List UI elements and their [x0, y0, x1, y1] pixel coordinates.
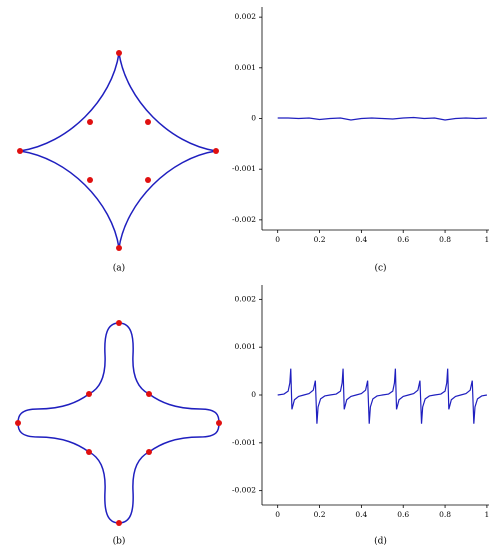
- x-tick-label: 0: [275, 510, 280, 519]
- chart: 0.002 0.001 0 -0.001 -0.002 0 0.2 0.4 0.6 0.8 1 (c): [232, 7, 489, 274]
- data-line: [277, 368, 488, 424]
- x-tick-label: 1: [485, 235, 490, 244]
- y-tick-label: 0.001: [235, 342, 256, 351]
- curve: [19, 52, 217, 249]
- x-tick-label: 0.4: [355, 235, 367, 244]
- x-tick-label: 0.4: [355, 510, 367, 519]
- y-tick-label: -0.002: [232, 486, 256, 495]
- x-tick-label: 0.8: [439, 235, 451, 244]
- y-tick-label: 0: [251, 390, 256, 399]
- curve: [17, 322, 220, 524]
- data-line: [277, 116, 487, 121]
- x-tick-label: 0.2: [314, 510, 326, 519]
- caption: (d): [374, 536, 387, 547]
- y-tick-label: -0.002: [232, 215, 256, 224]
- x-tick-label: 1: [485, 510, 490, 519]
- control-points: [15, 320, 222, 526]
- caption: (c): [374, 263, 386, 274]
- x-tick-label: 0: [275, 235, 280, 244]
- x-tick-label: 0.2: [314, 235, 326, 244]
- x-tick-label: 0.6: [397, 510, 409, 519]
- y-tick-label: -0.001: [232, 164, 256, 173]
- y-tick-label: 0.001: [235, 63, 256, 72]
- chart: 0.002 0.001 0 -0.001 -0.002 0 0.2 0.4 0.6 0.8 1 (d): [232, 285, 489, 547]
- shape-b: (b): [15, 320, 222, 547]
- control-points: [17, 50, 219, 251]
- shape-a: (a): [17, 50, 219, 274]
- y-tick-label: -0.001: [232, 438, 256, 447]
- caption: (a): [113, 263, 125, 274]
- y-tick-label: 0: [251, 114, 256, 123]
- x-tick-label: 0.6: [397, 235, 409, 244]
- y-tick-label: 0.002: [235, 294, 257, 303]
- x-tick-label: 0.8: [439, 510, 451, 519]
- caption: (b): [113, 536, 126, 547]
- y-tick-label: 0.002: [235, 12, 257, 21]
